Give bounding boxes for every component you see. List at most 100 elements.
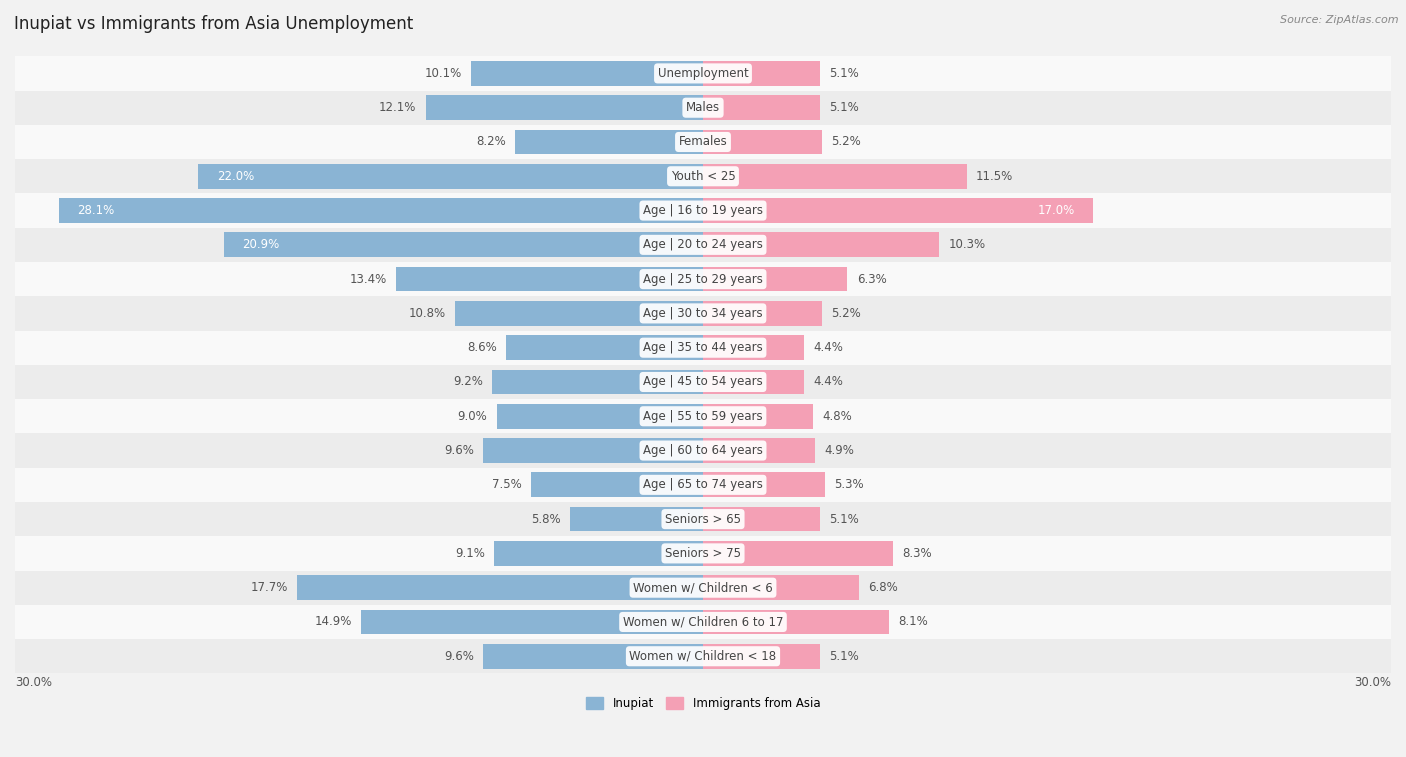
Text: 12.1%: 12.1% [380, 101, 416, 114]
Text: 22.0%: 22.0% [217, 170, 254, 182]
Bar [471, 61, 703, 86]
Text: 20.9%: 20.9% [242, 238, 280, 251]
Text: Source: ZipAtlas.com: Source: ZipAtlas.com [1281, 15, 1399, 25]
Text: 6.8%: 6.8% [868, 581, 898, 594]
Text: 10.8%: 10.8% [409, 307, 446, 320]
Bar [15, 56, 1391, 91]
Bar [15, 468, 1391, 502]
Text: 13.4%: 13.4% [349, 273, 387, 285]
Text: 7.5%: 7.5% [492, 478, 522, 491]
Bar [395, 266, 703, 291]
Bar [703, 95, 820, 120]
Bar [224, 232, 703, 257]
Text: Women w/ Children < 18: Women w/ Children < 18 [630, 650, 776, 662]
Text: Unemployment: Unemployment [658, 67, 748, 80]
Text: 8.1%: 8.1% [898, 615, 928, 628]
Legend: Inupiat, Immigrants from Asia: Inupiat, Immigrants from Asia [581, 692, 825, 715]
Bar [15, 91, 1391, 125]
Text: Inupiat vs Immigrants from Asia Unemployment: Inupiat vs Immigrants from Asia Unemploy… [14, 15, 413, 33]
Bar [15, 262, 1391, 296]
Text: Age | 60 to 64 years: Age | 60 to 64 years [643, 444, 763, 457]
Bar [15, 571, 1391, 605]
Text: 14.9%: 14.9% [315, 615, 352, 628]
Text: Age | 25 to 29 years: Age | 25 to 29 years [643, 273, 763, 285]
Bar [456, 301, 703, 326]
Bar [15, 365, 1391, 399]
Text: 30.0%: 30.0% [1354, 676, 1391, 689]
Bar [703, 609, 889, 634]
Text: Age | 45 to 54 years: Age | 45 to 54 years [643, 375, 763, 388]
Text: Seniors > 75: Seniors > 75 [665, 547, 741, 560]
Text: Males: Males [686, 101, 720, 114]
Text: 8.3%: 8.3% [903, 547, 932, 560]
Bar [703, 164, 967, 188]
Bar [703, 472, 824, 497]
Text: Age | 20 to 24 years: Age | 20 to 24 years [643, 238, 763, 251]
Bar [703, 266, 848, 291]
Bar [703, 301, 823, 326]
Text: Age | 35 to 44 years: Age | 35 to 44 years [643, 341, 763, 354]
Bar [703, 438, 815, 463]
Bar [15, 296, 1391, 331]
Text: 9.1%: 9.1% [456, 547, 485, 560]
Bar [15, 159, 1391, 194]
Text: 10.1%: 10.1% [425, 67, 463, 80]
Text: 10.3%: 10.3% [949, 238, 986, 251]
Bar [703, 198, 1092, 223]
Text: 5.1%: 5.1% [830, 67, 859, 80]
Text: Seniors > 65: Seniors > 65 [665, 512, 741, 525]
Bar [703, 541, 893, 565]
Bar [15, 228, 1391, 262]
Bar [703, 506, 820, 531]
Bar [15, 605, 1391, 639]
Text: Age | 55 to 59 years: Age | 55 to 59 years [643, 410, 763, 422]
Bar [492, 369, 703, 394]
Text: Females: Females [679, 136, 727, 148]
Text: 9.6%: 9.6% [444, 650, 474, 662]
Text: 17.7%: 17.7% [250, 581, 288, 594]
Text: 5.1%: 5.1% [830, 101, 859, 114]
Text: 30.0%: 30.0% [15, 676, 52, 689]
Text: 9.0%: 9.0% [458, 410, 488, 422]
Text: 5.8%: 5.8% [531, 512, 561, 525]
Text: 28.1%: 28.1% [77, 204, 114, 217]
Bar [703, 129, 823, 154]
Text: 17.0%: 17.0% [1038, 204, 1074, 217]
Bar [15, 125, 1391, 159]
Text: Youth < 25: Youth < 25 [671, 170, 735, 182]
Text: 5.2%: 5.2% [831, 136, 862, 148]
Text: 9.2%: 9.2% [453, 375, 482, 388]
Bar [15, 639, 1391, 674]
Bar [703, 232, 939, 257]
Bar [15, 502, 1391, 536]
Bar [15, 399, 1391, 434]
Bar [15, 331, 1391, 365]
Bar [569, 506, 703, 531]
Bar [703, 335, 804, 360]
Text: 4.9%: 4.9% [824, 444, 855, 457]
Bar [15, 194, 1391, 228]
Bar [506, 335, 703, 360]
Text: 5.1%: 5.1% [830, 650, 859, 662]
Bar [426, 95, 703, 120]
Text: 6.3%: 6.3% [856, 273, 886, 285]
Text: Women w/ Children 6 to 17: Women w/ Children 6 to 17 [623, 615, 783, 628]
Bar [198, 164, 703, 188]
Bar [297, 575, 703, 600]
Bar [703, 61, 820, 86]
Bar [496, 404, 703, 428]
Text: 8.2%: 8.2% [477, 136, 506, 148]
Text: 5.2%: 5.2% [831, 307, 862, 320]
Text: 8.6%: 8.6% [467, 341, 496, 354]
Bar [361, 609, 703, 634]
Bar [59, 198, 703, 223]
Text: 11.5%: 11.5% [976, 170, 1014, 182]
Text: 5.1%: 5.1% [830, 512, 859, 525]
Bar [703, 644, 820, 668]
Bar [703, 575, 859, 600]
Bar [703, 369, 804, 394]
Text: Age | 16 to 19 years: Age | 16 to 19 years [643, 204, 763, 217]
Text: 5.3%: 5.3% [834, 478, 863, 491]
Text: Women w/ Children < 6: Women w/ Children < 6 [633, 581, 773, 594]
Bar [15, 434, 1391, 468]
